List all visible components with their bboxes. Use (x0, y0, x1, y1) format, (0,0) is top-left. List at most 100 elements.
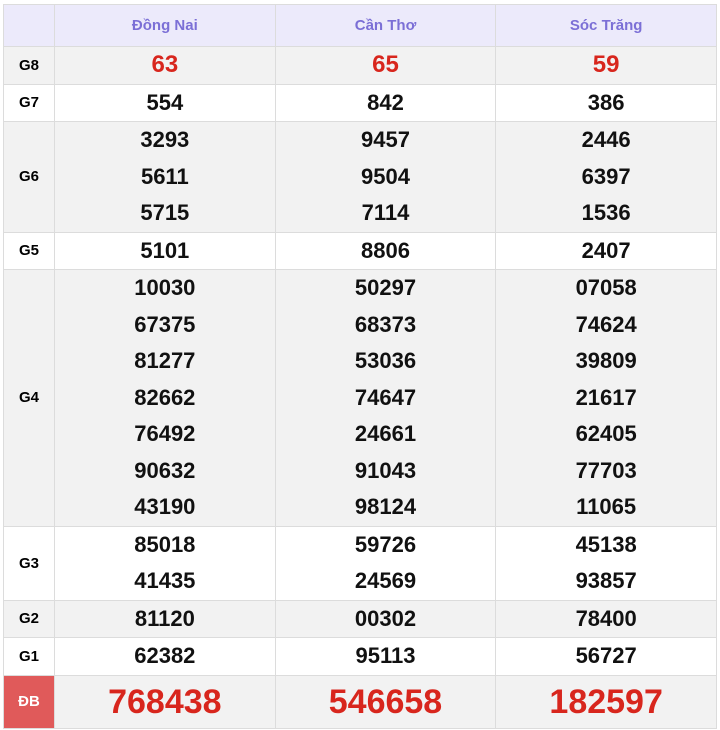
prize-number: 07058 (575, 275, 637, 300)
prize-number: 81277 (134, 348, 196, 373)
prize-cell: 45138 93857 (495, 525, 717, 601)
prize-number: 78400 (575, 605, 637, 631)
prize-number: 39809 (575, 348, 637, 373)
prize-number: 65 (372, 51, 399, 78)
prize-label: G6 (3, 121, 55, 233)
prize-cell: 9457 9504 7114 (274, 121, 497, 233)
province-header: Đồng Nai (54, 4, 276, 47)
prize-number: 81120 (134, 605, 195, 631)
prize-number: 53036 (354, 348, 417, 373)
prize-number: 21617 (575, 384, 637, 410)
prize-number: 95113 (355, 643, 416, 668)
prize-number: 77703 (575, 457, 637, 483)
prize-number: 68373 (354, 311, 417, 337)
prize-number: 98124 (354, 494, 417, 519)
prize-row-g7: G7 554 842 386 (3, 83, 717, 122)
prize-cell: 00302 (274, 599, 497, 638)
prize-cell: 5101 (54, 231, 276, 270)
prize-number: 9457 (361, 127, 410, 152)
prize-cell: 50297 68373 53036 74647 24661 91043 98124 (274, 269, 497, 527)
prize-cell: 8806 (274, 231, 497, 270)
prize-number: 2446 (581, 127, 631, 152)
province-header: Sóc Trăng (495, 4, 717, 47)
prize-cell: 546658 (274, 674, 497, 729)
prize-number: 5101 (140, 237, 190, 263)
prize-row-g1: G1 62382 95113 56727 (3, 637, 717, 676)
prize-cell: 2446 6397 1536 (495, 121, 717, 233)
prize-number: 8806 (361, 237, 410, 263)
prize-cell: 81120 (54, 599, 276, 638)
prize-number: 74647 (354, 384, 417, 410)
prize-cell: 842 (274, 83, 497, 122)
prize-number: 9504 (361, 163, 410, 189)
prize-number: 56727 (575, 643, 637, 668)
prize-cell: 78400 (495, 599, 717, 638)
prize-row-g8: G8 63 65 59 (3, 46, 717, 85)
prize-cell: 768438 (54, 674, 276, 729)
prize-cell: 56727 (495, 637, 717, 676)
prize-number: 62382 (134, 643, 196, 668)
prize-cell: 59726 24569 (274, 525, 497, 601)
prize-row-g3: G3 85018 41435 59726 24569 45138 93857 (3, 525, 717, 601)
prize-label: G7 (3, 83, 55, 122)
prize-cell: 182597 (495, 674, 717, 729)
prize-number: 554 (146, 89, 184, 115)
prize-cell: 554 (54, 83, 276, 122)
prize-number: 41435 (134, 568, 196, 593)
prize-cell: 07058 74624 39809 21617 62405 77703 11065 (495, 269, 717, 527)
prize-number: 90632 (134, 457, 196, 483)
prize-cell: 62382 (54, 637, 276, 676)
prize-row-g4: G4 10030 67375 81277 82662 76492 90632 43190 502… (3, 269, 717, 527)
prize-number: 2407 (581, 237, 631, 263)
prize-number: 1536 (581, 200, 631, 225)
prize-number: 62405 (575, 421, 637, 446)
prize-number: 45138 (575, 531, 637, 557)
prize-label: G2 (3, 599, 55, 638)
prize-number: 10030 (134, 275, 196, 300)
prize-number: 50297 (354, 275, 417, 300)
prize-number: 3293 (140, 127, 190, 152)
prize-number: 91043 (354, 457, 417, 483)
prize-number: 24661 (354, 421, 417, 446)
prize-cell: 3293 5611 5715 (54, 121, 276, 233)
prize-label: G1 (3, 637, 55, 676)
prize-label: G4 (3, 269, 55, 527)
prize-number: 74624 (575, 311, 637, 337)
prize-number: 00302 (354, 605, 417, 631)
prize-number: 842 (367, 89, 404, 115)
prize-cell: 2407 (495, 231, 717, 270)
prize-number: 43190 (134, 494, 196, 519)
prize-cell: 386 (495, 83, 717, 122)
prize-number: 85018 (134, 531, 196, 557)
prize-cell: 65 (274, 46, 497, 85)
prize-row-g6: G6 3293 5611 5715 9457 9504 7114 2446 6397 1536 (3, 121, 717, 233)
prize-number: 24569 (354, 568, 417, 593)
corner-cell (3, 4, 55, 47)
prize-number: 386 (587, 89, 625, 115)
lottery-results-table: Đồng Nai Cần Thơ Sóc Trăng G8 63 65 59 G7 554… (3, 4, 717, 729)
prize-cell: 10030 67375 81277 82662 76492 90632 43190 (54, 269, 276, 527)
prize-number: 59 (592, 51, 620, 78)
prize-label: G5 (3, 231, 55, 270)
prize-cell: 63 (54, 46, 276, 85)
prize-cell: 95113 (274, 637, 497, 676)
header-row: Đồng Nai Cần Thơ Sóc Trăng (3, 4, 717, 47)
prize-row-g2: G2 81120 00302 78400 (3, 599, 717, 638)
prize-number: 5611 (140, 163, 189, 189)
prize-number: 546658 (328, 682, 443, 721)
prize-cell: 85018 41435 (54, 525, 276, 601)
province-header: Cần Thơ (274, 4, 497, 47)
prize-number: 76492 (134, 421, 196, 446)
prize-number: 93857 (575, 568, 637, 593)
prize-number: 59726 (354, 531, 417, 557)
prize-number: 6397 (581, 163, 631, 189)
prize-number: 5715 (140, 200, 190, 225)
prize-label: ĐB (3, 674, 55, 729)
prize-number: 67375 (134, 311, 196, 337)
prize-row-g5: G5 5101 8806 2407 (3, 231, 717, 270)
prize-label: G8 (3, 46, 55, 85)
prize-label: G3 (3, 525, 55, 601)
prize-number: 182597 (549, 682, 663, 721)
prize-row-đb: ĐB 768438 546658 182597 (3, 674, 717, 729)
prize-number: 7114 (361, 200, 410, 225)
